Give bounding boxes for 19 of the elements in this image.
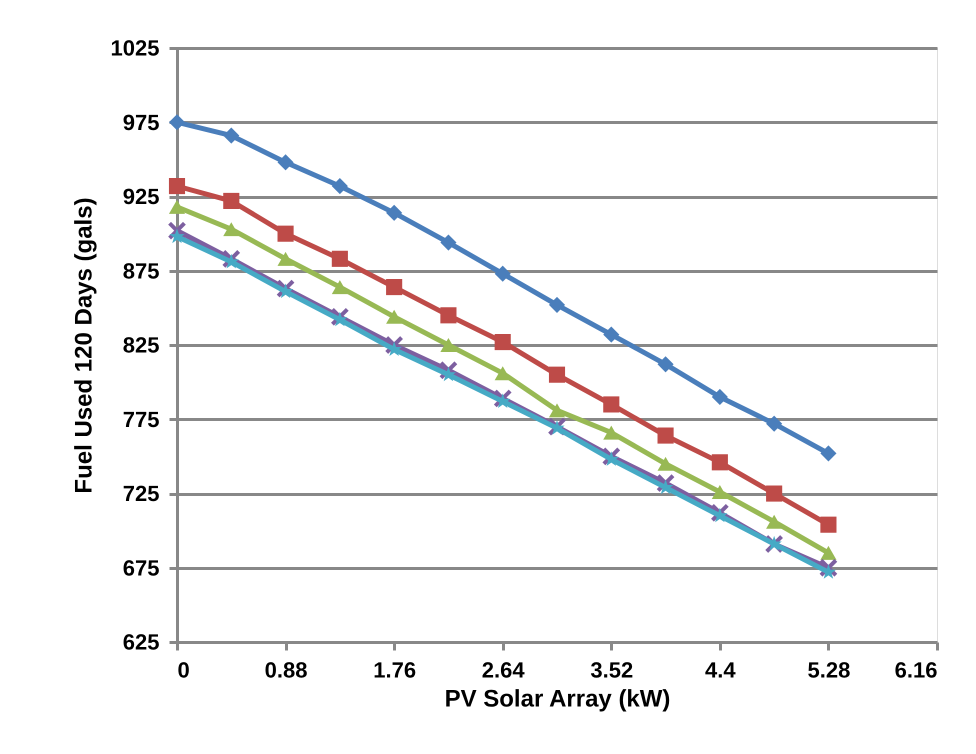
y-tick-label: 875	[122, 258, 160, 284]
y-tick-label: 775	[122, 406, 160, 432]
x-tick-label: 5.28	[808, 658, 850, 682]
x-tick-label: 1.76	[373, 658, 416, 682]
x-tick-label: 6.16	[894, 658, 938, 682]
y-axis-title: Fuel Used 120 Days (gals)	[70, 197, 98, 494]
y-tick-label: 925	[122, 184, 160, 209]
x-tick-label: 0	[178, 658, 190, 682]
y-tick-label: 1025	[110, 36, 160, 60]
x-tick-label: 2.64	[482, 658, 526, 682]
x-tick-label: 3.52	[590, 658, 634, 682]
y-tick-label: 675	[122, 555, 160, 580]
y-tick-label: 825	[122, 332, 160, 358]
y-tick-label: 975	[122, 110, 160, 135]
x-axis-title: PV Solar Array (kW)	[444, 686, 670, 712]
y-tick-label: 625	[122, 630, 160, 654]
x-tick-label: 0.88	[264, 658, 308, 682]
y-tick-label: 725	[122, 481, 160, 506]
x-tick-label: 4.4	[705, 658, 736, 682]
